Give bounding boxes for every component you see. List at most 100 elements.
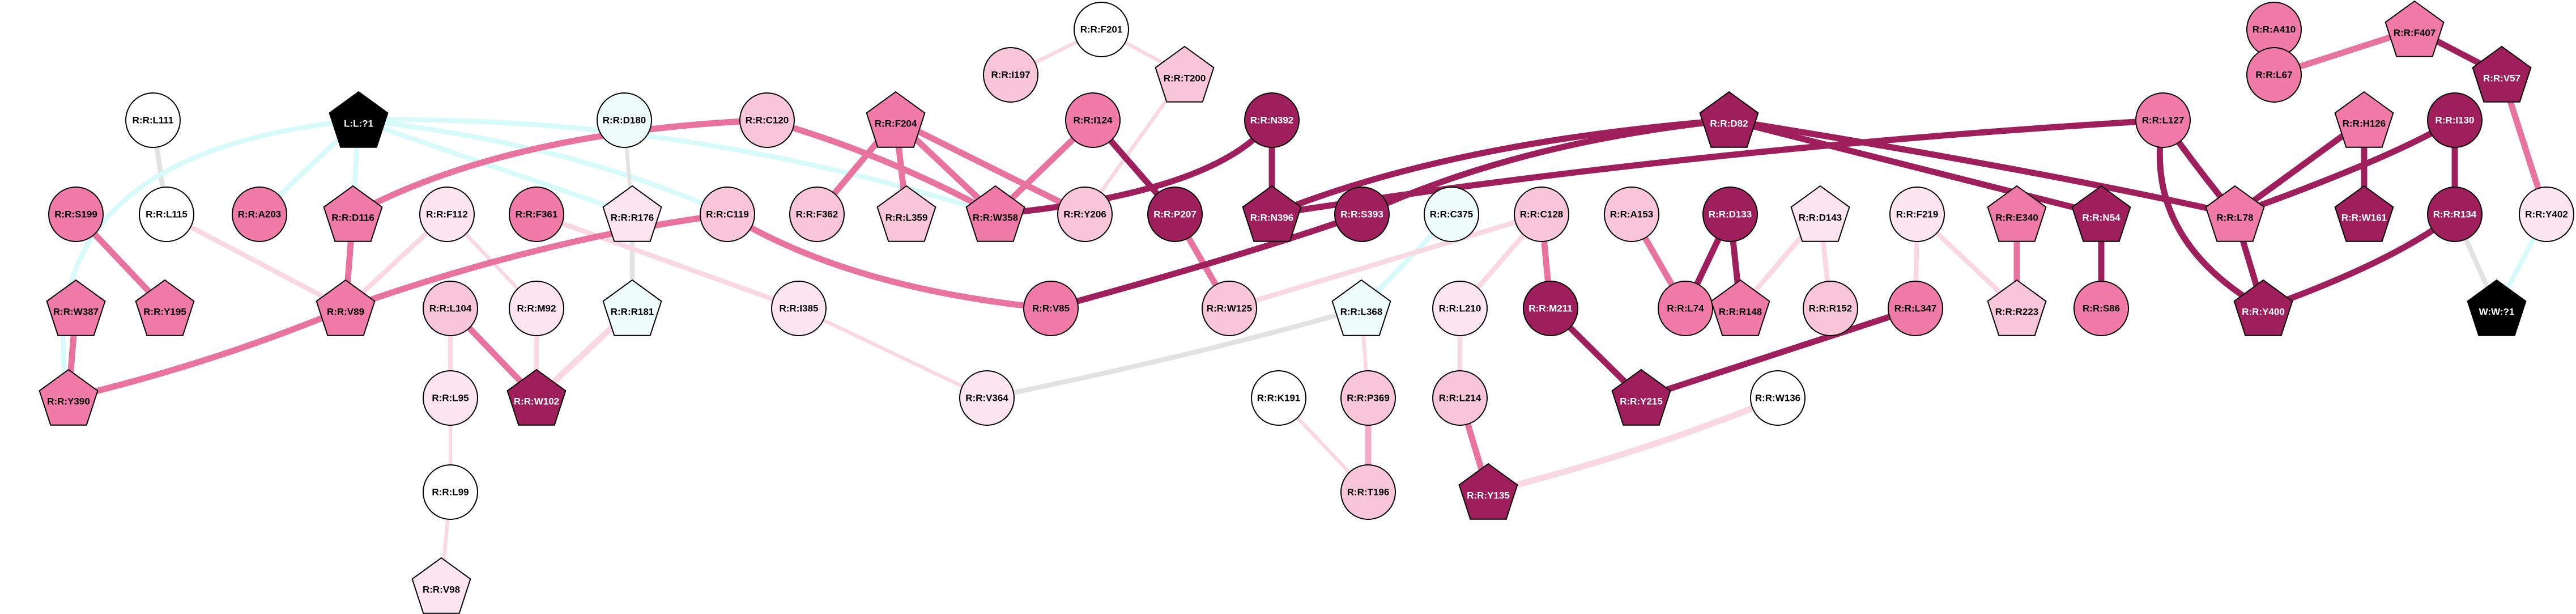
edge-s393-v85 (1048, 211, 1365, 312)
node-label: R:R:F361 (516, 209, 558, 220)
node-lig: L:L:?1 (329, 91, 389, 148)
node-shape (1155, 45, 1215, 103)
node-label: R:R:C375 (1430, 209, 1474, 220)
node-shape (316, 279, 376, 336)
node-i385: R:R:I385 (771, 281, 827, 336)
node-a153: R:R:A153 (1604, 187, 1659, 242)
node-shape (1658, 281, 1713, 336)
edge-f204-y206 (892, 117, 1088, 218)
node-label: R:R:R148 (1719, 307, 1762, 317)
node-label: R:R:L210 (1439, 303, 1481, 314)
node-label: R:R:M92 (517, 303, 556, 314)
node-label: R:R:I385 (780, 303, 819, 314)
node-shape (1889, 187, 1945, 242)
node-label: R:R:N396 (1250, 213, 1294, 223)
node-shape (2246, 47, 2302, 103)
node-shape (1340, 370, 1396, 426)
node-v98: R:R:V98 (411, 557, 471, 614)
node-shape (423, 370, 478, 426)
node-h126: R:R:H126 (2334, 91, 2394, 148)
node-shape (1424, 187, 1479, 242)
node-shape (2135, 92, 2191, 148)
node-w125: R:R:W125 (1202, 281, 1257, 336)
node-d180: R:R:D180 (597, 92, 652, 148)
node-shape (1987, 279, 2047, 336)
node-label: R:R:Y402 (2525, 209, 2568, 220)
node-v57: R:R:V57 (2472, 45, 2532, 103)
node-r148: R:R:R148 (1710, 279, 1770, 336)
node-v364: R:R:V364 (959, 370, 1015, 426)
node-w387: R:R:W387 (46, 279, 106, 336)
node-n54: R:R:N54 (2071, 185, 2131, 242)
node-shape (2205, 185, 2265, 242)
node-d116: R:R:D116 (323, 185, 383, 242)
node-shape (876, 185, 936, 242)
node-shape (1458, 463, 1518, 520)
node-shape (700, 187, 755, 242)
node-label: R:R:Y195 (143, 307, 186, 317)
node-l210: R:R:L210 (1432, 281, 1488, 336)
node-label: R:R:V57 (2483, 73, 2520, 84)
node-label: R:R:I130 (2436, 115, 2475, 126)
node-shape (1334, 187, 1390, 242)
node-shape (1702, 187, 1758, 242)
node-r134: R:R:R134 (2427, 187, 2483, 242)
node-d143: R:R:D143 (1790, 185, 1850, 242)
edge-c119-v85 (724, 211, 1054, 312)
node-label: R:R:W125 (1207, 303, 1252, 314)
node-label: R:R:P369 (1347, 393, 1390, 404)
node-label: R:R:L111 (133, 115, 174, 126)
node-label: R:R:Y206 (1063, 209, 1106, 220)
node-shape (1987, 185, 2047, 242)
node-shape (1340, 464, 1396, 520)
node-shape (1514, 187, 1569, 242)
node-label: R:R:E340 (1995, 213, 2038, 223)
node-t200: R:R:T200 (1155, 45, 1215, 103)
node-l359: R:R:L359 (876, 185, 936, 242)
node-c375: R:R:C375 (1424, 187, 1479, 242)
node-label: R:R:T200 (1164, 73, 1206, 84)
node-f407: R:R:F407 (2385, 0, 2445, 57)
node-s393: R:R:S393 (1334, 187, 1390, 242)
node-f361: R:R:F361 (509, 187, 564, 242)
edge-f361-i385 (534, 211, 802, 311)
node-label: R:R:W358 (973, 213, 1018, 223)
node-l95: R:R:L95 (423, 370, 478, 426)
node-shape (1331, 279, 1391, 336)
node-shape (2467, 279, 2527, 336)
node-shape (2334, 185, 2394, 242)
node-label: R:R:L115 (146, 209, 188, 220)
node-y400: R:R:Y400 (2233, 279, 2293, 336)
node-label: R:R:F362 (796, 209, 838, 220)
node-shape (1604, 187, 1659, 242)
node-shape (1242, 185, 1302, 242)
node-l368: R:R:L368 (1331, 279, 1391, 336)
node-label: R:R:I124 (1074, 115, 1113, 126)
node-shape (959, 370, 1015, 426)
node-m211: R:R:M211 (1523, 281, 1578, 336)
node-s199: R:R:S199 (48, 187, 104, 242)
edge-l368-v364 (984, 306, 1364, 401)
node-i124: R:R:I124 (1065, 92, 1121, 148)
edge-d82-n54 (1726, 117, 2105, 218)
node-shape (423, 281, 478, 336)
node-y206: R:R:Y206 (1057, 187, 1113, 242)
node-w136: R:R:W136 (1750, 370, 1806, 426)
node-shape (1710, 279, 1770, 336)
node-r223: R:R:R223 (1987, 279, 2047, 336)
edge-c120-w358 (764, 117, 999, 218)
node-shape (135, 279, 195, 336)
node-d133: R:R:D133 (1702, 187, 1758, 242)
node-shape (597, 92, 652, 148)
node-label: R:R:W387 (53, 307, 99, 317)
node-shape (2385, 0, 2445, 57)
node-label: R:R:L104 (429, 303, 472, 314)
node-label: R:R:Y400 (2242, 307, 2285, 317)
node-l111: R:R:L111 (125, 92, 181, 148)
node-label: R:R:N54 (2082, 213, 2121, 223)
node-label: R:R:W161 (2341, 213, 2387, 223)
node-f204: R:R:F204 (866, 91, 926, 148)
node-w358: R:R:W358 (965, 185, 1025, 242)
node-shape (1244, 92, 1300, 148)
node-label: R:R:L95 (432, 393, 469, 404)
